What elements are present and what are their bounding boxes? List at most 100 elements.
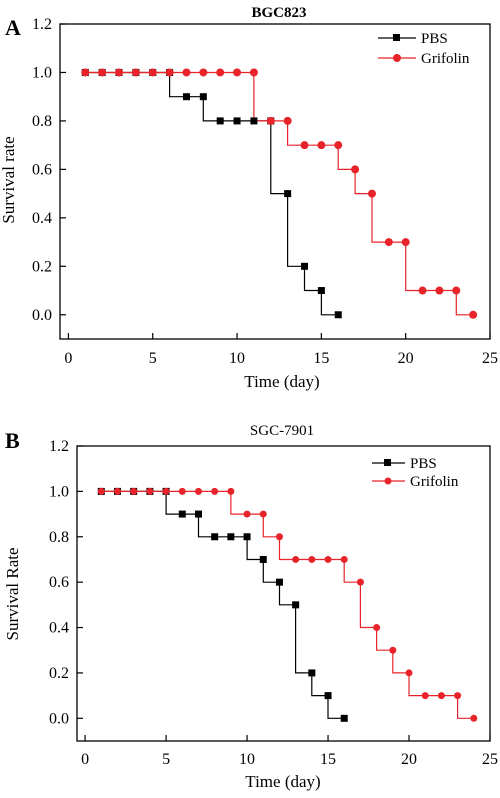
x-tick-label: 20	[401, 751, 417, 768]
legend-label-grifolin-a: Grifolin	[421, 51, 470, 67]
x-tick-label: 15	[313, 350, 329, 367]
data-point-pbs	[199, 93, 207, 101]
data-point-grifolin	[308, 555, 316, 563]
data-point-grifolin	[351, 165, 360, 174]
x-tick-label: 10	[229, 350, 245, 367]
data-point-grifolin	[249, 68, 258, 77]
legend-label-grifolin-b: Grifolin	[410, 474, 459, 490]
data-point-grifolin	[405, 669, 413, 677]
data-point-grifolin	[292, 555, 300, 563]
data-point-pbs	[340, 714, 348, 722]
x-tick-label: 0	[81, 751, 89, 768]
data-point-grifolin	[98, 68, 107, 77]
data-point-grifolin	[115, 68, 124, 77]
series-markers-b	[97, 487, 478, 722]
data-point-pbs	[243, 533, 251, 541]
data-point-pbs	[216, 117, 224, 125]
data-point-grifolin	[162, 487, 170, 495]
data-point-pbs	[334, 311, 342, 319]
data-point-grifolin	[178, 487, 186, 495]
y-tick-label: 1.0	[49, 483, 69, 500]
data-point-pbs	[182, 93, 190, 101]
data-point-grifolin	[300, 141, 309, 150]
y-tick-label: 0.2	[32, 258, 52, 275]
series-line-pbs	[101, 490, 345, 719]
legend-a: PBS Grifolin	[378, 31, 470, 67]
data-point-pbs	[250, 117, 258, 125]
series-lines-b	[101, 490, 474, 719]
data-point-grifolin	[131, 68, 140, 77]
data-point-grifolin	[227, 487, 235, 495]
data-point-grifolin	[243, 510, 251, 518]
data-point-pbs	[275, 578, 283, 586]
x-axis-label-b: Time (day)	[245, 772, 320, 791]
chart-title-b: SGC-7901	[250, 423, 314, 439]
data-point-grifolin	[454, 692, 462, 700]
legend-label-pbs-b: PBS	[410, 456, 437, 472]
data-point-pbs	[292, 601, 300, 609]
plot-frame-b	[76, 445, 491, 742]
y-tick-label: 1.2	[49, 438, 69, 455]
data-point-grifolin	[146, 487, 154, 495]
data-point-grifolin	[81, 68, 90, 77]
series-line-pbs	[85, 71, 339, 316]
panel-b: B SGC-7901 0 5 10 15 20 25 0.0 0.2 0.4 0.6 0.8 1.0 1…	[3, 423, 498, 791]
data-point-grifolin	[199, 68, 208, 77]
data-point-grifolin	[259, 510, 267, 518]
data-point-pbs	[194, 510, 202, 518]
data-point-grifolin	[182, 68, 191, 77]
series-line-grifolin	[101, 490, 474, 719]
y-tick-label: 0.2	[49, 665, 69, 682]
data-point-grifolin	[469, 310, 478, 319]
legend-marker-pbs-a	[393, 34, 400, 41]
data-point-pbs	[227, 533, 235, 541]
y-tick-label: 0.6	[49, 574, 69, 591]
plot-frame-a	[59, 23, 491, 340]
data-point-pbs	[317, 287, 325, 295]
legend-marker-grifolin-a	[393, 54, 401, 62]
series-lines-a	[85, 71, 474, 316]
data-point-grifolin	[373, 624, 381, 632]
series-markers-a	[81, 68, 478, 319]
axes-b: 0 5 10 15 20 25 0.0 0.2 0.4 0.6 0.8 1.0 1.2	[49, 438, 498, 768]
data-point-grifolin	[130, 487, 138, 495]
data-point-grifolin	[211, 487, 219, 495]
panel-a: A BGC823 0 5 10 15 20 25 0.0 0.2 0.4 0.6 0.8 1.0 1.2…	[0, 5, 498, 391]
data-point-pbs	[284, 190, 292, 198]
axes-a: 0 5 10 15 20 25 0.0 0.2 0.4 0.6 0.8 1.0 1.2	[32, 16, 498, 367]
data-point-grifolin	[113, 487, 121, 495]
data-point-grifolin	[401, 238, 410, 247]
x-tick-label: 0	[64, 350, 72, 367]
data-point-grifolin	[334, 141, 343, 150]
x-tick-label: 5	[149, 350, 157, 367]
data-point-grifolin	[148, 68, 157, 77]
data-point-grifolin	[367, 189, 376, 198]
x-tick-label: 5	[162, 751, 170, 768]
legend-marker-pbs-b	[384, 459, 391, 466]
y-tick-label: 0.6	[32, 161, 52, 178]
x-tick-label: 25	[482, 751, 498, 768]
legend-label-pbs-a: PBS	[421, 31, 448, 47]
y-axis-label-a: Survival rate	[0, 136, 18, 223]
data-point-grifolin	[421, 692, 429, 700]
y-tick-label: 0.0	[49, 710, 69, 727]
data-point-pbs	[211, 533, 219, 541]
x-tick-label: 10	[239, 751, 255, 768]
y-tick-label: 0.4	[49, 620, 69, 637]
data-point-pbs	[178, 510, 186, 518]
y-tick-label: 0.4	[32, 210, 52, 227]
data-point-grifolin	[216, 68, 225, 77]
data-point-grifolin	[233, 68, 242, 77]
data-point-grifolin	[452, 286, 461, 295]
y-tick-label: 0.8	[49, 529, 69, 546]
legend-b: PBS Grifolin	[372, 456, 459, 490]
x-tick-label: 20	[398, 350, 414, 367]
data-point-grifolin	[97, 487, 105, 495]
data-point-pbs	[324, 692, 332, 700]
data-point-pbs	[233, 117, 241, 125]
y-tick-label: 0.8	[32, 113, 52, 130]
panel-label-b: B	[5, 428, 20, 453]
panel-label-a: A	[5, 15, 21, 40]
data-point-grifolin	[356, 578, 364, 586]
